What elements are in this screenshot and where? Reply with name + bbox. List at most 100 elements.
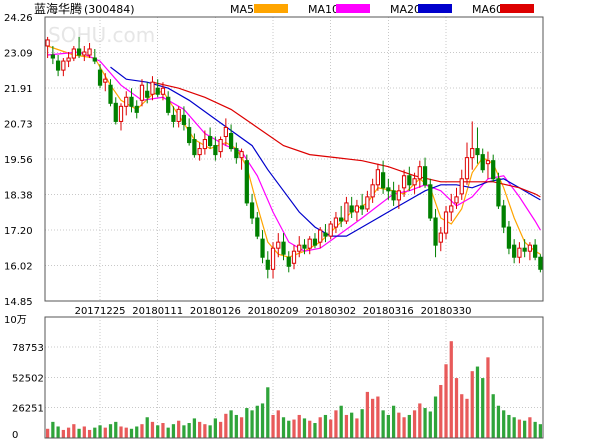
candle-body-up: [318, 229, 323, 243]
candle: [396, 184, 401, 209]
candle: [50, 45, 55, 65]
volume-bar-up: [528, 417, 532, 438]
candle-body-up: [417, 166, 422, 180]
candle-body-down: [286, 256, 291, 267]
volume-bar-down: [245, 408, 249, 438]
candle: [344, 196, 349, 225]
candle: [176, 106, 181, 128]
candle: [517, 242, 522, 264]
candle: [328, 221, 333, 240]
price-y-tick-label: 19.56: [4, 155, 33, 166]
volume-bar-up: [486, 357, 490, 438]
candle-body-down: [407, 175, 412, 186]
candle-body-up: [527, 244, 533, 252]
candle: [276, 233, 281, 258]
candle: [533, 239, 538, 261]
candle-body-down: [181, 114, 187, 125]
candle-body-up: [45, 39, 50, 47]
ma-line-ma60: [152, 81, 541, 198]
candle: [155, 79, 160, 98]
volume-bar-down: [339, 405, 343, 438]
candle-body-down: [155, 87, 160, 95]
volume-bar-down: [135, 426, 139, 438]
volume-bar-down: [391, 405, 396, 438]
ma-line-ma5: [47, 45, 541, 258]
candle-body-down: [302, 244, 307, 249]
candle-body-up: [197, 148, 202, 156]
candle-body-down: [187, 126, 192, 144]
candle-body-up: [150, 81, 155, 95]
candle: [454, 187, 459, 209]
price-panel-frame: [44, 16, 544, 302]
candle: [223, 118, 228, 146]
candle-body-up: [223, 126, 228, 138]
candle-body-down: [55, 60, 61, 71]
volume-bar-down: [187, 423, 191, 438]
candle: [538, 254, 543, 273]
candle: [160, 82, 166, 101]
legend-swatch-ma20: [418, 4, 452, 13]
ma-line-ma20: [110, 66, 541, 237]
candle-body-up: [103, 78, 108, 83]
candle: [139, 79, 145, 107]
volume-bar-down: [428, 411, 432, 438]
volume-bar-up: [418, 403, 422, 438]
candle: [92, 48, 97, 65]
candle: [55, 55, 61, 77]
candle-body-down: [244, 160, 249, 204]
candle: [218, 136, 223, 158]
ma-line-ma10: [47, 51, 541, 252]
candle: [281, 233, 286, 261]
candle: [464, 142, 470, 185]
candle: [433, 208, 438, 258]
candle-body-down: [538, 256, 543, 270]
price-y-axis: 24.26 23.09 21.91 20.73 19.56 18.38 17.20 16.02…: [4, 13, 33, 308]
candle: [61, 58, 66, 77]
volume-bar-up: [371, 398, 375, 438]
candle-body-up: [124, 96, 129, 107]
volume-bar-up: [402, 417, 406, 438]
volume-bar-up: [444, 364, 448, 438]
volume-bar-down: [260, 403, 265, 438]
candle-body-up: [354, 205, 360, 213]
volume-bar-down: [51, 421, 55, 438]
candle: [150, 76, 155, 101]
candle-body-down: [208, 136, 213, 147]
volume-bar-down: [250, 410, 254, 438]
volume-bar-up: [292, 419, 296, 438]
candle-body-up: [87, 48, 92, 56]
candle: [443, 205, 449, 240]
candle-body-up: [139, 84, 145, 101]
candle: [260, 230, 265, 264]
candle-body-up: [454, 196, 459, 204]
candle: [318, 227, 323, 249]
candle: [522, 239, 527, 258]
candle: [129, 88, 134, 113]
volume-bar-up: [465, 398, 469, 438]
volume-bar-down: [156, 425, 160, 438]
volume-bar-up: [297, 414, 301, 438]
candle-body-up: [71, 48, 76, 59]
volume-bar-up: [376, 396, 380, 438]
candle-body-down: [433, 217, 438, 246]
volume-grid: [45, 346, 543, 409]
candle-body-down: [339, 217, 344, 222]
candle-body-up: [464, 157, 470, 180]
volume-bar-down: [266, 387, 270, 438]
volume-bar-down: [281, 417, 286, 438]
candle-body-down: [533, 244, 538, 258]
candle-body-up: [276, 241, 281, 249]
volume-bar-up: [517, 419, 522, 438]
volume-bar-down: [171, 424, 176, 438]
candle: [66, 52, 71, 68]
candle-body-up: [396, 190, 401, 201]
candle: [360, 193, 365, 215]
candle: [417, 160, 422, 188]
candle-body-down: [496, 178, 501, 207]
candle-body-down: [213, 145, 218, 156]
candle-body-down: [512, 244, 517, 258]
volume-bar-up: [66, 427, 71, 438]
volume-bar-up: [397, 412, 401, 438]
candle-body-up: [291, 250, 297, 264]
volume-bar-up: [140, 424, 144, 438]
